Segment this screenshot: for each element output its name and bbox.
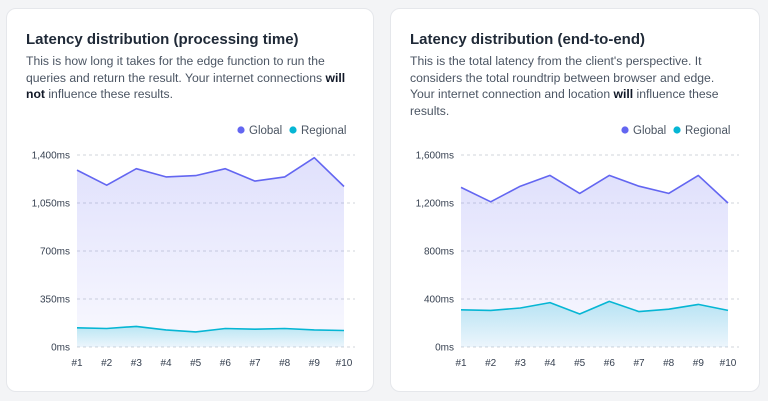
description-text: influence these results. (44, 87, 173, 101)
x-tick-label: #8 (663, 358, 675, 369)
legend-dot (621, 126, 629, 134)
card-description: This is the total latency from the clien… (410, 53, 740, 119)
x-tick-label: #7 (249, 358, 261, 369)
series-area-global (461, 175, 728, 347)
y-tick-label: 400ms (424, 295, 454, 306)
legend-label: Regional (301, 125, 346, 137)
y-tick-label: 1,600ms (416, 151, 454, 162)
x-tick-label: #4 (160, 358, 172, 369)
series-line-global (460, 174, 729, 204)
card-description: This is how long it takes for the edge f… (26, 53, 356, 103)
legend-label: Global (249, 125, 282, 137)
legend-dot (289, 126, 297, 134)
x-tick-label: #3 (515, 358, 527, 369)
x-tick-label: #4 (544, 358, 556, 369)
series-area-global (77, 157, 344, 347)
x-tick-label: #9 (309, 358, 321, 369)
y-tick-label: 0ms (435, 343, 454, 354)
x-tick-label: #10 (720, 358, 737, 369)
end-to-end-chart: 0ms 400ms 800ms 1,200ms 1,600ms #1 #2 #3 #4 #5 #6 #… (416, 125, 739, 369)
y-tick-label: 700ms (40, 247, 70, 258)
series-line-global (76, 156, 345, 188)
card-title: Latency distribution (processing time) (26, 31, 299, 48)
x-tick-label: #6 (604, 358, 616, 369)
y-tick-label: 0ms (51, 343, 70, 354)
x-tick-label: #7 (633, 358, 645, 369)
series-area-regional (461, 301, 728, 347)
x-tick-label: #2 (485, 358, 497, 369)
y-tick-label: 800ms (424, 247, 454, 258)
processing-time-card: Latency distribution (processing time) T… (6, 8, 374, 392)
y-tick-label: 350ms (40, 295, 70, 306)
legend-label: Global (633, 125, 666, 137)
x-tick-label: #6 (220, 358, 232, 369)
legend-label: Regional (685, 125, 730, 137)
x-tick-label: #5 (574, 358, 586, 369)
series-line-regional (76, 325, 345, 333)
y-tick-label: 1,400ms (32, 151, 70, 162)
end-to-end-card: Latency distribution (end-to-end) This i… (390, 8, 760, 392)
x-tick-label: #10 (336, 358, 353, 369)
y-tick-label: 1,200ms (416, 199, 454, 210)
legend-dot (237, 126, 245, 134)
x-tick-label: #5 (190, 358, 202, 369)
x-tick-label: #1 (455, 358, 467, 369)
card-title: Latency distribution (end-to-end) (410, 31, 645, 48)
description-text: This is the total latency from the clien… (410, 54, 715, 101)
processing-time-chart: 0ms 350ms 700ms 1,050ms 1,400ms #1 #2 #3 #4 #5 #6 #… (32, 125, 355, 369)
x-tick-label: #3 (131, 358, 143, 369)
x-tick-label: #9 (693, 358, 705, 369)
description-emphasis: will (613, 87, 634, 101)
description-emphasis: will not (26, 70, 346, 102)
description-text: influence these results. (410, 87, 719, 118)
series-area-regional (77, 326, 344, 347)
x-tick-label: #8 (279, 358, 291, 369)
x-tick-label: #1 (71, 358, 83, 369)
x-tick-label: #2 (101, 358, 113, 369)
y-tick-label: 1,050ms (32, 199, 70, 210)
series-line-regional (460, 300, 729, 315)
description-text: This is how long it takes for the edge f… (26, 54, 326, 85)
legend-dot (673, 126, 681, 134)
